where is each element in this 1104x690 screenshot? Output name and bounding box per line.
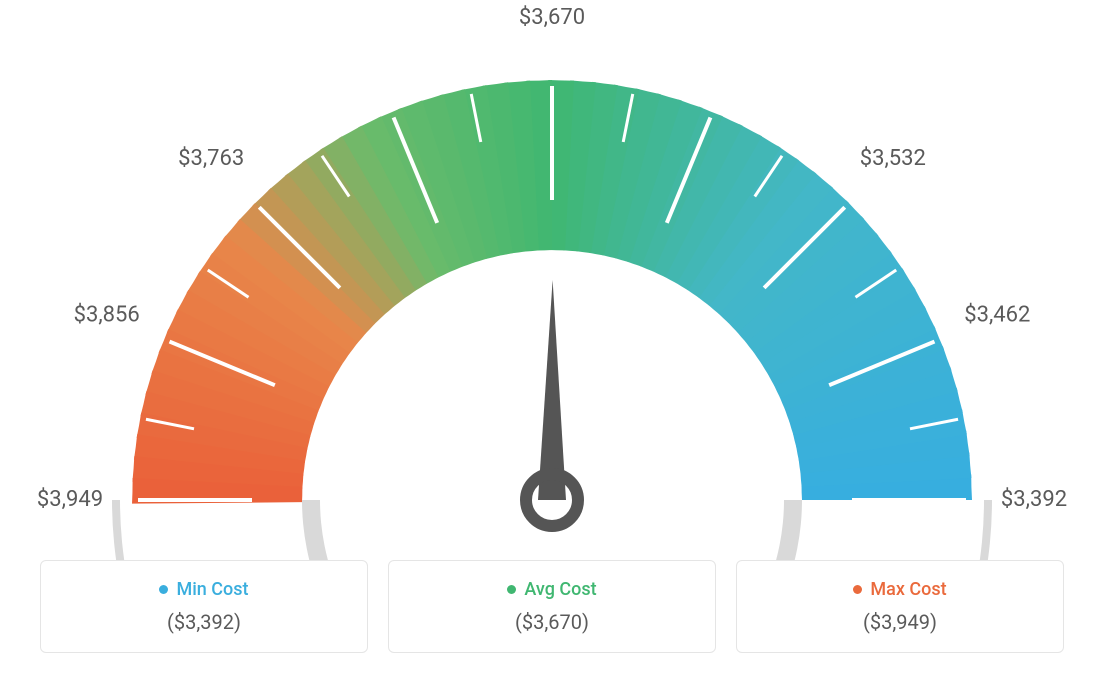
svg-text:$3,462: $3,462 bbox=[964, 303, 1030, 328]
legend-avg-label: Avg Cost bbox=[524, 579, 596, 600]
svg-text:$3,856: $3,856 bbox=[74, 303, 140, 328]
svg-text:$3,532: $3,532 bbox=[860, 146, 926, 171]
svg-text:$3,763: $3,763 bbox=[178, 146, 244, 171]
legend-max-label: Max Cost bbox=[870, 579, 946, 600]
legend-max: Max Cost ($3,949) bbox=[736, 560, 1064, 653]
legend-min: Min Cost ($3,392) bbox=[40, 560, 368, 653]
legend-avg: Avg Cost ($3,670) bbox=[388, 560, 716, 653]
legend-min-value: ($3,392) bbox=[55, 610, 353, 634]
dot-avg bbox=[507, 585, 516, 594]
svg-text:$3,392: $3,392 bbox=[1001, 487, 1067, 512]
legend-avg-value: ($3,670) bbox=[403, 610, 701, 634]
legend-min-label: Min Cost bbox=[176, 579, 248, 600]
svg-text:$3,670: $3,670 bbox=[519, 5, 585, 30]
dot-min bbox=[159, 585, 168, 594]
svg-text:$3,949: $3,949 bbox=[37, 487, 103, 512]
legend-max-value: ($3,949) bbox=[751, 610, 1049, 634]
dot-max bbox=[853, 585, 862, 594]
legend-row: Min Cost ($3,392) Avg Cost ($3,670) Max … bbox=[0, 560, 1104, 677]
gauge-chart: $3,392 $3,462 $3,532 $3,670 $3,763 $3,856 $3,9… bbox=[0, 0, 1104, 560]
